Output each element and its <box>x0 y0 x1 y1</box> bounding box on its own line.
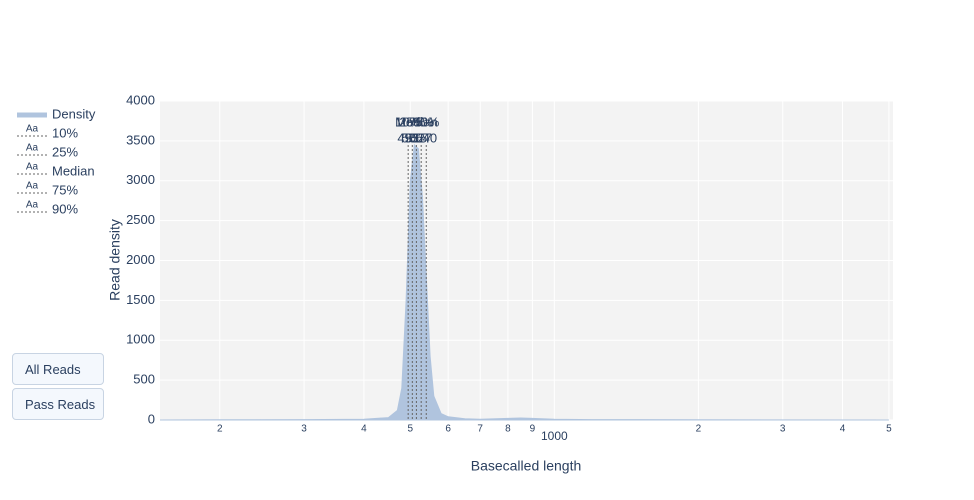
button[interactable]: Pass Reads <box>12 388 104 420</box>
x-tick-label: 6 <box>445 424 451 435</box>
percentile-value: 540 <box>415 130 437 145</box>
x-tick-label: 4 <box>840 424 846 435</box>
percentile-name: 90% <box>413 114 439 129</box>
x-tick-label: 4 <box>361 424 367 435</box>
x-tick-label: 5 <box>407 424 413 435</box>
legend-label: 90% <box>52 201 78 216</box>
marks <box>159 143 889 421</box>
percentile-name: 10% <box>395 114 421 129</box>
grid <box>160 100 893 421</box>
y-tick-label: 500 <box>133 372 155 387</box>
y-tick-label: 1500 <box>126 292 155 307</box>
y-tick-label: 0 <box>148 411 155 426</box>
legend-label: 25% <box>52 144 78 159</box>
x-tick-label: 3 <box>780 424 786 435</box>
x-tick-label: 7 <box>477 424 483 435</box>
legend-label: Median <box>52 163 95 178</box>
x-tick-label: 1000 <box>541 429 568 443</box>
percentile-value: 515 <box>406 130 428 145</box>
percentile-name: Median <box>395 114 438 129</box>
x-tick-label: 9 <box>530 424 536 435</box>
percentile-value: 495 <box>397 130 419 145</box>
legend: Density Aa 10% Aa 25% Aa Median Aa 75% Aa 90% <box>17 106 96 216</box>
y-axis-title: Read density <box>107 219 123 301</box>
percentile-name: 75% <box>408 114 434 129</box>
x-axis-title: Basecalled length <box>471 458 582 474</box>
y-tick-label: 2000 <box>126 252 155 267</box>
y-tick-label: 4000 <box>126 92 155 107</box>
percentile-name: 25% <box>399 114 425 129</box>
y-tick-label: 2500 <box>126 212 155 227</box>
x-tick-label: 2 <box>217 424 223 435</box>
button[interactable]: All Reads <box>12 353 104 385</box>
x-tick-label: 3 <box>301 424 307 435</box>
x-tick-label: 5 <box>886 424 892 435</box>
y-tick-label: 3500 <box>126 132 155 147</box>
legend-label: Density <box>52 106 96 121</box>
x-tick-label: 2 <box>696 424 702 435</box>
x-tick-label: 8 <box>505 424 511 435</box>
density-area <box>159 143 889 421</box>
legend-symbol: Aa <box>26 124 39 135</box>
legend-label: 75% <box>52 182 78 197</box>
percentile-value: 527 <box>410 130 432 145</box>
y-tick-label: 1000 <box>126 332 155 347</box>
legend-symbol: Aa <box>26 143 39 154</box>
legend-symbol: Aa <box>26 200 39 211</box>
y-tick-label: 3000 <box>126 172 155 187</box>
legend-symbol: Aa <box>26 162 39 173</box>
legend-symbol: Aa <box>26 181 39 192</box>
legend-label: 10% <box>52 125 78 140</box>
percentile-value: 505 <box>401 130 423 145</box>
